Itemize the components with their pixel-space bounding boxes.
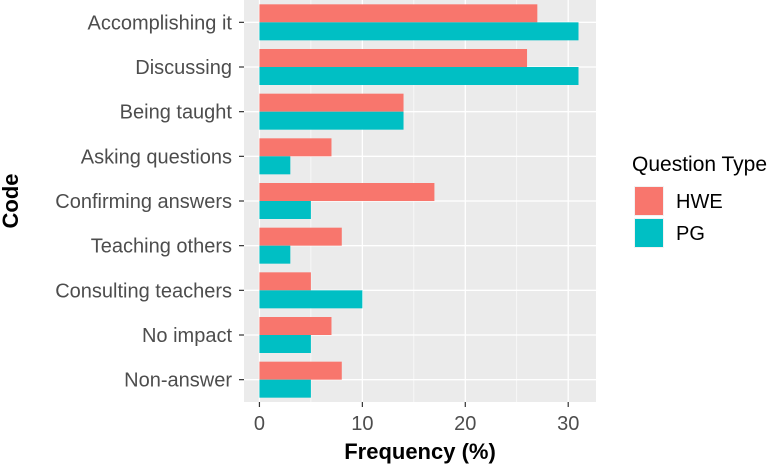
legend-label-pg: PG (676, 223, 705, 245)
legend-swatch-pg (635, 219, 663, 247)
bar-pg (259, 335, 311, 353)
x-axis-title: Frequency (%) (344, 439, 496, 464)
bars (259, 4, 579, 398)
bar-hwe (259, 227, 342, 246)
bar-pg (259, 201, 311, 219)
category-label: Teaching others (91, 236, 232, 258)
bar-pg (259, 22, 579, 41)
bar-hwe (259, 272, 311, 291)
legend-title: Question Type (632, 153, 767, 176)
category-label: Consulting teachers (55, 280, 232, 302)
bar-pg (259, 156, 291, 175)
x-tick-label: 30 (557, 413, 579, 435)
category-label: Discussing (135, 57, 232, 79)
bar-pg (259, 245, 291, 264)
bar-hwe (259, 138, 332, 157)
category-axis: Accomplishing it Discussing Being taught As… (55, 12, 244, 392)
bar-hwe (259, 361, 342, 380)
category-label: Asking questions (81, 146, 232, 168)
bar-pg (259, 290, 363, 309)
category-label: Being taught (120, 102, 233, 124)
bar-hwe (259, 183, 435, 201)
y-axis-title: Code (0, 174, 23, 229)
bar-hwe (259, 4, 538, 23)
value-axis: 0 10 20 30 (254, 402, 579, 435)
category-label: Confirming answers (55, 191, 232, 213)
legend-label-hwe: HWE (676, 191, 723, 213)
bar-pg (259, 111, 404, 130)
bar-hwe (259, 317, 332, 335)
category-label: Accomplishing it (87, 12, 232, 34)
x-tick-label: 0 (254, 413, 265, 435)
x-tick-label: 20 (454, 413, 476, 435)
category-label: Non-answer (124, 370, 232, 392)
legend-swatch-hwe (635, 187, 663, 215)
bar-pg (259, 67, 579, 85)
bar-hwe (259, 49, 528, 67)
x-tick-label: 10 (351, 413, 373, 435)
bar-hwe (259, 93, 404, 112)
bar-pg (259, 379, 311, 398)
category-label: No impact (142, 325, 232, 347)
legend: Question Type HWE PG (632, 153, 767, 248)
